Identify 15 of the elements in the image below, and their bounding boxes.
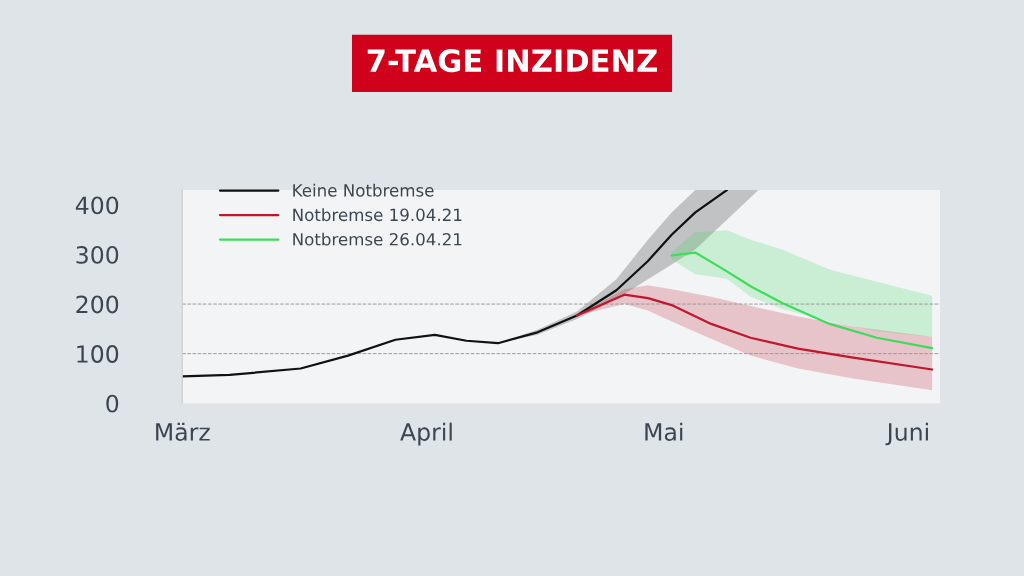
x-tick-label: Juni — [885, 422, 928, 446]
line-series — [670, 251, 934, 350]
y-tick-label: 100 — [77, 345, 119, 363]
line-series — [575, 293, 934, 371]
x-tick-label: Mai — [645, 422, 683, 441]
y-tick-label: 200 — [76, 295, 119, 314]
legend-label: Notbremse 19.04.21 — [293, 208, 462, 222]
x-tick-label: April — [400, 422, 452, 446]
y-tick-label: 400 — [75, 196, 119, 215]
x-tick-label: März — [156, 422, 210, 441]
chart-title: 7-TAGE INZIDENZ — [367, 49, 657, 73]
y-tick-label: 300 — [76, 245, 119, 264]
legend-label: Notbremse 26.04.21 — [293, 232, 462, 246]
y-tick-label: 0 — [106, 394, 119, 413]
legend-label: Keine Notbremse — [293, 183, 434, 197]
